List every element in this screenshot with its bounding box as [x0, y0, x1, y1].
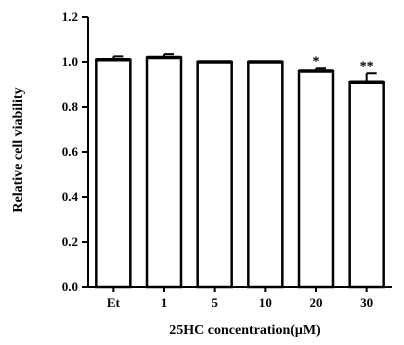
- y-tick-label: 0.8: [62, 99, 79, 114]
- y-tick-label: 0.0: [62, 279, 78, 294]
- x-tick-label: 20: [310, 295, 323, 310]
- y-tick-label: 1.0: [62, 54, 78, 69]
- bar: [145, 56, 183, 289]
- y-tick-label: 0.6: [62, 144, 79, 159]
- y-tick-label: 0.2: [62, 234, 78, 249]
- x-tick-label: 30: [360, 295, 373, 310]
- y-tick-labels: 0.0 0.2 0.4 0.6 0.8 1.0 1.2: [62, 9, 79, 294]
- bar: [348, 81, 385, 289]
- significance-marker: **: [360, 59, 374, 74]
- bars: * **: [95, 53, 385, 289]
- bar: [196, 60, 233, 289]
- x-tick-label: 10: [259, 295, 272, 310]
- bar: [297, 69, 335, 289]
- bar: [247, 60, 284, 289]
- x-tick-label: Et: [107, 295, 121, 310]
- x-tick-labels: Et 1 5 10 20 30: [107, 295, 373, 310]
- y-tick-label: 0.4: [62, 189, 79, 204]
- x-axis-title: 25HC concentration(μM): [169, 323, 321, 338]
- x-tick-label: 5: [211, 295, 218, 310]
- x-tick-label: 1: [161, 295, 168, 310]
- significance-marker: *: [313, 54, 320, 69]
- y-axis-title: Relative cell viability: [11, 87, 26, 212]
- bar: [95, 58, 132, 289]
- y-tick-label: 1.2: [62, 9, 78, 24]
